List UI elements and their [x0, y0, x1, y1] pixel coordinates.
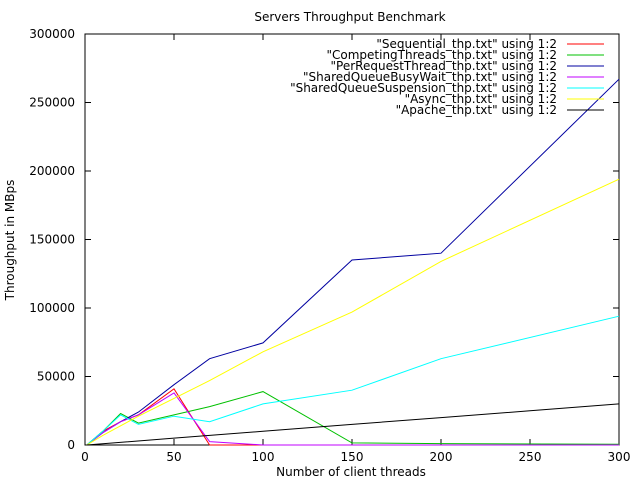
x-tick-label: 0: [81, 450, 89, 464]
legend-label-4: "SharedQueueSuspension_thp.txt" using 1:…: [290, 81, 557, 95]
y-tick-label: 150000: [29, 233, 75, 247]
x-tick-label: 250: [519, 450, 542, 464]
y-tick-label: 0: [67, 438, 75, 452]
y-tick-label: 300000: [29, 27, 75, 41]
x-tick-label: 200: [430, 450, 453, 464]
y-axis-label: Throughput in MBps: [3, 180, 17, 302]
legend-label-1: "CompetingThreads_thp.txt" using 1:2: [326, 48, 557, 62]
x-tick-label: 100: [252, 450, 275, 464]
x-tick-label: 150: [341, 450, 364, 464]
legend-label-0: "Sequential_thp.txt" using 1:2: [376, 37, 557, 51]
y-axis: 0 50000 100000 150000 200000 250000 300000: [29, 27, 619, 452]
y-tick-label: 100000: [29, 301, 75, 315]
x-tick-label: 50: [166, 450, 181, 464]
x-tick-label: 300: [608, 450, 631, 464]
series-layer: [86, 78, 620, 446]
y-tick-label: 250000: [29, 96, 75, 110]
series-line-4: [86, 315, 620, 446]
series-line-3: [86, 392, 619, 446]
legend-label-5: "Async_thp.txt" using 1:2: [405, 92, 557, 106]
series-line-6: [86, 403, 620, 446]
legend-label-6: "Apache_thp.txt" using 1:2: [396, 103, 557, 117]
chart-title: Servers Throughput Benchmark: [254, 10, 445, 24]
legend-label-2: "PerRequestThread_thp.txt" using 1:2: [331, 59, 557, 73]
legend-label-3: "SharedQueueBusyWait_thp.txt" using 1:2: [303, 70, 557, 84]
y-tick-label: 50000: [37, 370, 75, 384]
series-line-5: [86, 178, 620, 446]
series-line-1: [86, 391, 620, 446]
legend: "Sequential_thp.txt" using 1:2"Competing…: [290, 37, 604, 117]
x-axis-label: Number of client threads: [276, 465, 426, 479]
y-tick-label: 200000: [29, 164, 75, 178]
x-axis: 0 50 100 150 200 250 300: [81, 34, 630, 464]
